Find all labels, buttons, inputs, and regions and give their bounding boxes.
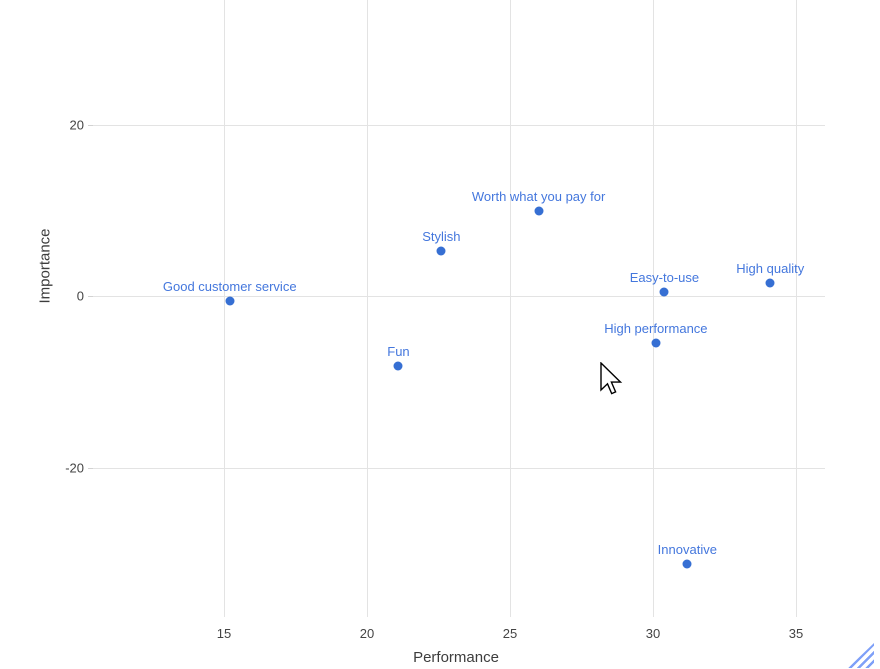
mouse-cursor-icon bbox=[600, 362, 623, 395]
y-axis-title: Importance bbox=[36, 228, 54, 304]
data-point-marker[interactable] bbox=[682, 559, 692, 569]
data-point-marker[interactable] bbox=[659, 287, 669, 297]
x-tick-label: 15 bbox=[216, 626, 232, 641]
data-point-marker[interactable] bbox=[436, 246, 446, 256]
data-point-label: Good customer service bbox=[162, 279, 297, 295]
y-gridline bbox=[88, 124, 825, 126]
y-tick-label: -20 bbox=[65, 460, 84, 475]
data-point-marker[interactable] bbox=[225, 296, 235, 306]
x-tick-label: 20 bbox=[359, 626, 375, 641]
data-point-marker[interactable] bbox=[534, 206, 544, 216]
y-gridline bbox=[88, 296, 825, 297]
resize-handle[interactable] bbox=[848, 643, 874, 668]
data-point-label: High quality bbox=[736, 261, 805, 277]
data-point-label: Fun bbox=[387, 344, 410, 360]
y-tick-label: 20 bbox=[69, 117, 84, 132]
data-point-label: Easy-to-use bbox=[629, 269, 700, 285]
x-gridline bbox=[653, 0, 654, 617]
y-tick-label: 0 bbox=[76, 288, 84, 304]
y-gridline bbox=[88, 467, 825, 469]
data-point-label: Stylish bbox=[422, 228, 461, 244]
x-gridline bbox=[796, 0, 797, 617]
data-point-label: High performance bbox=[604, 321, 708, 337]
x-tick-label: 35 bbox=[788, 626, 804, 641]
x-axis-title: Performance bbox=[413, 649, 499, 666]
x-gridline bbox=[224, 0, 225, 617]
x-gridline bbox=[367, 0, 368, 617]
y-tick-mark bbox=[88, 124, 93, 126]
data-point-label: Innovative bbox=[657, 542, 717, 558]
x-tick-label: 30 bbox=[645, 626, 661, 641]
data-point-label: Worth what you pay for bbox=[471, 189, 606, 205]
x-tick-label: 25 bbox=[502, 626, 518, 641]
y-tick-mark bbox=[88, 467, 93, 469]
y-tick-mark bbox=[88, 296, 93, 297]
x-gridline bbox=[510, 0, 511, 617]
data-point-marker[interactable] bbox=[765, 278, 775, 288]
data-point-marker[interactable] bbox=[651, 338, 661, 348]
data-point-marker[interactable] bbox=[393, 361, 403, 371]
